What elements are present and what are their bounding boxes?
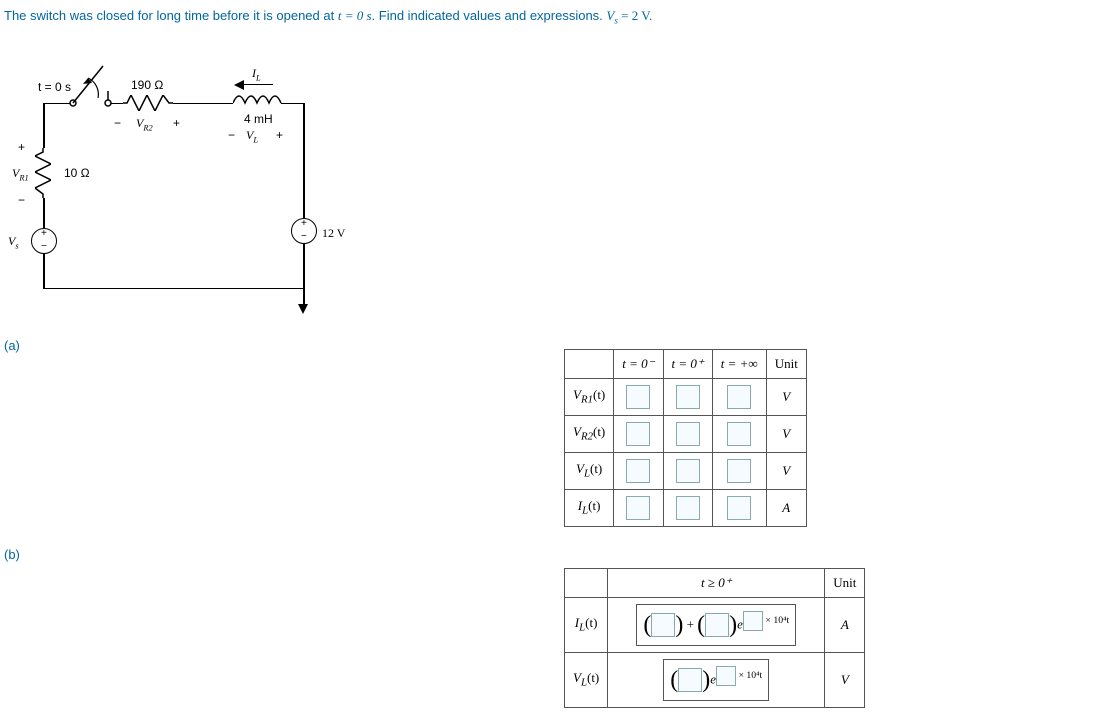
table-row: t ≥ 0⁺ Unit: [565, 568, 865, 597]
prompt-eq1: t = 0 s: [338, 8, 372, 23]
wire: [43, 198, 45, 228]
tableB-unit: A: [825, 597, 865, 652]
answer-input[interactable]: [626, 385, 650, 409]
l-value: 4 mH: [244, 112, 273, 126]
tableA-rowlabel: VR1(t): [565, 378, 614, 415]
r2-plus: +: [173, 116, 180, 130]
tableB-h1: t ≥ 0⁺: [608, 568, 825, 597]
vl-plus: +: [276, 128, 283, 142]
tableA-h2: t = 0⁺: [663, 349, 712, 378]
tableA-rowlabel: IL(t): [565, 489, 614, 526]
resistor-r2: [123, 95, 173, 111]
vr1-label: VR1: [12, 166, 29, 182]
tableA-rowlabel: VR2(t): [565, 415, 614, 452]
il-arrow-line: [243, 84, 273, 86]
tableA-unit: V: [766, 452, 806, 489]
tableB-rowlabel: IL(t): [565, 597, 608, 652]
src2-plus: +: [301, 218, 307, 229]
table-row: VR2(t) V: [565, 415, 807, 452]
tableA-h0: [565, 349, 614, 378]
table-row: t = 0⁻ t = 0⁺ t = +∞ Unit: [565, 349, 807, 378]
tableB-expr: ()e × 10⁴t: [608, 652, 825, 707]
answer-input[interactable]: [626, 496, 650, 520]
answer-input[interactable]: [727, 422, 751, 446]
tableA-rowlabel: VL(t): [565, 452, 614, 489]
tableA-unit: V: [766, 415, 806, 452]
table-row: VL(t) V: [565, 452, 807, 489]
switch-icon: [68, 56, 113, 108]
table-row: IL(t) () + ()e × 10⁴t A: [565, 597, 865, 652]
answer-input[interactable]: [727, 459, 751, 483]
wire: [43, 254, 45, 288]
tableA-h4: Unit: [766, 349, 806, 378]
prompt-text-pre: The switch was closed for long time befo…: [4, 8, 338, 23]
answer-input[interactable]: [678, 668, 702, 692]
prompt-eq2: = 2 V.: [618, 8, 652, 23]
table-row: VL(t) ()e × 10⁴t V: [565, 652, 865, 707]
wire: [43, 288, 303, 290]
wire: [43, 103, 45, 148]
part-b-label: (b): [4, 547, 1109, 562]
tableB-h2: Unit: [825, 568, 865, 597]
answer-input[interactable]: [676, 459, 700, 483]
vl-label: VL: [246, 128, 258, 144]
answer-input[interactable]: [626, 459, 650, 483]
answer-input[interactable]: [727, 385, 751, 409]
wire: [303, 103, 305, 218]
answer-input[interactable]: [676, 422, 700, 446]
tableB-h0: [565, 568, 608, 597]
switch-label: t = 0 s: [38, 80, 71, 94]
r1-value: 10 Ω: [64, 166, 90, 180]
wire: [281, 103, 303, 105]
tableB-rowlabel: VL(t): [565, 652, 608, 707]
vs-plus: +: [41, 228, 47, 239]
prompt-text-mid: . Find indicated values and expressions.: [372, 8, 607, 23]
table-a: t = 0⁻ t = 0⁺ t = +∞ Unit VR1(t) V VR2(t…: [564, 349, 807, 527]
r2-value: 190 Ω: [131, 78, 163, 92]
ground-arrow: [298, 304, 308, 314]
table-b: t ≥ 0⁺ Unit IL(t) () + ()e × 10⁴t A VL(t…: [564, 568, 865, 708]
table-row: VR1(t) V: [565, 378, 807, 415]
tableA-h1: t = 0⁻: [614, 349, 663, 378]
tableA-unit: V: [766, 378, 806, 415]
src2-minus: −: [301, 231, 307, 242]
src2-value: 12 V: [322, 226, 345, 241]
tableA-unit: A: [766, 489, 806, 526]
answer-input[interactable]: [626, 422, 650, 446]
circuit-diagram: 10 Ω + − VR1 + − Vs t = 0 s 190 Ω − + VR…: [8, 38, 368, 318]
resistor-r1: [35, 148, 51, 198]
il-arrow-head: [234, 80, 244, 90]
answer-input[interactable]: [716, 666, 736, 686]
tableA-h3: t = +∞: [712, 349, 766, 378]
answer-input[interactable]: [676, 385, 700, 409]
tableB-expr: () + ()e × 10⁴t: [608, 597, 825, 652]
inductor-icon: [233, 93, 283, 107]
il-label: IL: [252, 66, 261, 82]
answer-input[interactable]: [727, 496, 751, 520]
vs-minus: −: [41, 241, 47, 252]
table-row: IL(t) A: [565, 489, 807, 526]
answer-input[interactable]: [651, 613, 675, 637]
r2-minus: −: [114, 116, 121, 130]
wire: [173, 103, 233, 105]
answer-input[interactable]: [676, 496, 700, 520]
vl-minus: −: [228, 128, 235, 142]
wire: [303, 244, 305, 288]
r1-minus: −: [18, 193, 25, 207]
wire: [111, 103, 123, 105]
answer-input[interactable]: [705, 613, 729, 637]
vs-label: Vs: [8, 234, 19, 250]
vr2-label: VR2: [136, 116, 153, 132]
tableB-unit: V: [825, 652, 865, 707]
answer-input[interactable]: [743, 611, 763, 631]
r1-plus: +: [18, 140, 25, 154]
question-prompt: The switch was closed for long time befo…: [4, 8, 1109, 26]
